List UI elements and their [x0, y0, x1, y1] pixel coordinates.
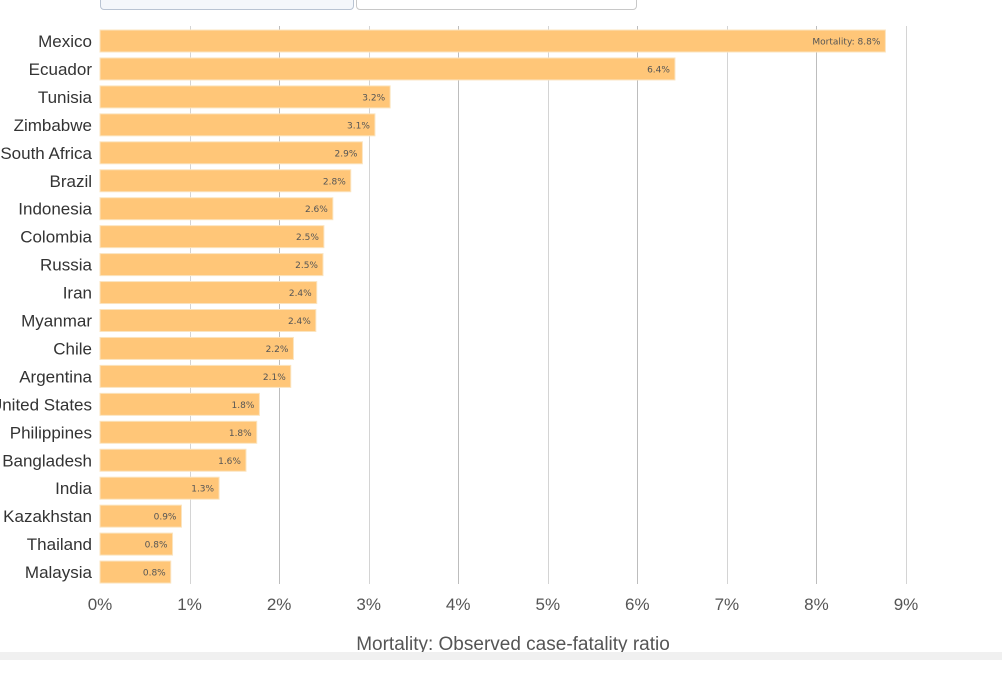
x-axis-title: Mortality: Observed case-fatality ratio [356, 634, 670, 652]
category-label: Bangladesh [2, 451, 92, 470]
bar-value-label: 0.9% [154, 513, 177, 523]
bar-brazil[interactable] [99, 169, 352, 193]
category-label: Thailand [27, 535, 92, 554]
category-label: Mexico [38, 32, 92, 51]
bar-value-label: 2.5% [296, 233, 319, 243]
bar-value-label: 6.4% [647, 65, 670, 75]
x-axis-ticks: 0% 1% 2% 3% 4% 5% 6% 7% 8% 9% [88, 595, 919, 614]
category-label: Philippines [10, 423, 92, 442]
bar-value-label: 3.1% [347, 121, 370, 131]
bar-value-label: 0.8% [145, 541, 168, 551]
x-tick-label-7: 7% [715, 595, 740, 614]
bar-bangladesh[interactable] [99, 448, 247, 472]
category-label: Tunisia [38, 88, 93, 107]
bar-value-label: 0.8% [143, 569, 166, 579]
bars: Mortality: 8.8% 6.4% 3.2% 3.1% 2.9% 2.8% 2.6% 2… [99, 29, 886, 584]
bar-mexico[interactable] [99, 29, 886, 53]
category-label: South Africa [0, 144, 92, 163]
bar-malaysia[interactable] [99, 560, 172, 584]
bar-united-states[interactable] [99, 392, 260, 416]
category-label: Chile [53, 339, 92, 358]
bar-thailand[interactable] [99, 532, 174, 556]
bar-value-label: 2.5% [295, 261, 318, 271]
x-tick-label-2: 2% [267, 595, 292, 614]
x-tick-label-9: 9% [894, 595, 919, 614]
bar-value-label: 1.3% [191, 485, 214, 495]
bar-philippines[interactable] [99, 420, 258, 444]
bar-value-label: 2.9% [335, 149, 358, 159]
category-label: Colombia [20, 228, 92, 247]
bar-india[interactable] [99, 476, 220, 500]
category-label: Iran [63, 284, 92, 303]
view-tab-1[interactable] [100, 0, 354, 10]
bar-tunisia[interactable] [99, 85, 391, 109]
category-label: Russia [40, 256, 93, 275]
bar-value-label: 2.1% [263, 373, 286, 383]
x-tick-label-1: 1% [177, 595, 202, 614]
bar-value-label: 1.8% [229, 429, 252, 439]
x-tick-label-4: 4% [446, 595, 471, 614]
x-tick-label-3: 3% [356, 595, 381, 614]
category-labels: Mexico Ecuador Tunisia Zimbabwe South Africa… [0, 32, 93, 582]
bar-south-africa[interactable] [99, 141, 363, 165]
bar-value-label: 1.6% [218, 457, 241, 467]
bar-chile[interactable] [99, 336, 294, 360]
grid-lines [190, 26, 907, 584]
category-label: Argentina [19, 367, 92, 386]
category-label: Zimbabwe [14, 116, 92, 135]
category-label: Brazil [49, 172, 92, 191]
bar-argentina[interactable] [99, 364, 292, 388]
bar-value-label: 1.8% [232, 401, 255, 411]
bar-colombia[interactable] [99, 225, 325, 249]
bar-value-label: 2.2% [266, 345, 289, 355]
bar-zimbabwe[interactable] [99, 113, 376, 137]
x-tick-label-8: 8% [804, 595, 829, 614]
category-label: Myanmar [21, 312, 92, 331]
view-tab-2[interactable] [356, 0, 637, 10]
bar-value-label: 2.6% [305, 205, 328, 215]
bar-russia[interactable] [99, 253, 324, 277]
bar-myanmar[interactable] [99, 309, 317, 332]
category-label: Ecuador [29, 60, 93, 79]
footer-strip [0, 652, 1002, 694]
bar-indonesia[interactable] [99, 197, 334, 221]
category-label: Kazakhstan [3, 507, 92, 526]
x-tick-label-0: 0% [88, 595, 113, 614]
bar-ecuador[interactable] [99, 57, 676, 81]
category-label: Malaysia [25, 563, 93, 582]
bar-iran[interactable] [99, 281, 318, 305]
x-tick-label-5: 5% [535, 595, 560, 614]
category-label: United States [0, 395, 92, 414]
bar-kazakhstan[interactable] [99, 504, 182, 528]
bar-value-label: 2.4% [289, 289, 312, 299]
bar-value-label: 2.4% [288, 317, 311, 327]
x-tick-label-6: 6% [625, 595, 650, 614]
mortality-bar-chart: Mortality: 8.8% 6.4% 3.2% 3.1% 2.9% 2.8% 2.6% 2… [0, 26, 919, 652]
bar-value-label: 3.2% [362, 93, 385, 103]
category-label: Indonesia [18, 200, 92, 219]
category-label: India [55, 479, 92, 498]
bar-value-label: 2.8% [323, 177, 346, 187]
bar-value-label: Mortality: 8.8% [812, 38, 880, 48]
